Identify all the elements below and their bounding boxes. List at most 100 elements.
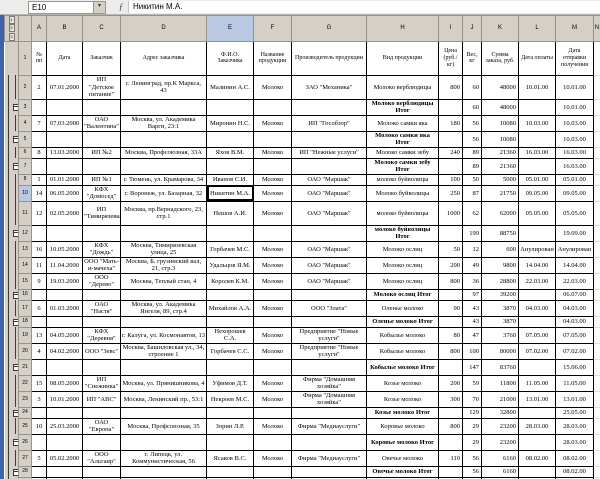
- cell-J20[interactable]: 100: [462, 342, 482, 360]
- cell-B23[interactable]: 10.01.2000: [46, 390, 83, 408]
- cell-A21[interactable]: [31, 358, 47, 376]
- cell-H6[interactable]: Молоко самки зебу: [366, 146, 439, 159]
- cell-C12[interactable]: [82, 224, 121, 242]
- cell-G12[interactable]: [291, 224, 367, 242]
- cell-F17[interactable]: Молоко: [253, 299, 292, 317]
- cell-G13[interactable]: ОАО "Маршак": [291, 240, 367, 258]
- cell-J23[interactable]: 70: [462, 390, 482, 408]
- cell-F15[interactable]: Молоко: [253, 272, 292, 290]
- column-header-E[interactable]: E: [206, 15, 254, 42]
- cell-G17[interactable]: ООО "Злата": [291, 299, 367, 317]
- cell-L3[interactable]: [518, 98, 556, 116]
- selected-cell[interactable]: Никитин М.А.: [206, 184, 254, 202]
- cell-E24[interactable]: [206, 406, 254, 419]
- cell-N23[interactable]: [593, 390, 600, 408]
- cell-M26[interactable]: 28.03.00: [555, 433, 594, 451]
- cell-K6[interactable]: 21360: [481, 146, 519, 159]
- cell-N11[interactable]: [593, 200, 600, 226]
- row-header-28[interactable]: 28: [18, 465, 32, 478]
- cell-N10[interactable]: [593, 184, 600, 202]
- cell-I7[interactable]: [438, 157, 463, 175]
- cell-A3[interactable]: [31, 98, 47, 116]
- cell-L25[interactable]: 28.03.00: [518, 417, 556, 435]
- cell-K24[interactable]: 32800: [481, 406, 519, 419]
- cell-J26[interactable]: 29: [462, 433, 482, 451]
- cell-L11[interactable]: 05.05.00: [518, 200, 556, 226]
- cell-E11[interactable]: Нешов А.И.: [206, 200, 254, 226]
- cell-F27[interactable]: Молоко: [253, 449, 292, 467]
- cell-K2[interactable]: 48000: [481, 74, 519, 100]
- table-column-title-A[interactable]: № пп: [31, 40, 47, 76]
- cell-G6[interactable]: ИП "Нежные услуги": [291, 146, 367, 159]
- cell-N8[interactable]: [593, 173, 600, 186]
- cell-I26[interactable]: [438, 433, 463, 451]
- cell-A5[interactable]: [31, 130, 47, 148]
- cell-K19[interactable]: 3760: [481, 326, 519, 344]
- row-header-4[interactable]: 4: [18, 114, 32, 132]
- cell-F14[interactable]: Молоко: [253, 256, 292, 274]
- cell-B6[interactable]: 13.03.2000: [46, 146, 83, 159]
- cell-M2[interactable]: 10.01.00: [555, 74, 594, 100]
- cell-B14[interactable]: 11.04.2000: [46, 256, 83, 274]
- cell-C5[interactable]: [82, 130, 121, 148]
- cell-L12[interactable]: [518, 224, 556, 242]
- cell-M12[interactable]: 19.09.00: [555, 224, 594, 242]
- cell-M16[interactable]: 06.07.00: [555, 288, 594, 301]
- cell-J25[interactable]: 29: [462, 417, 482, 435]
- cell-I11[interactable]: 1000: [438, 200, 463, 226]
- row-header-25[interactable]: 25: [18, 417, 32, 435]
- cell-D17[interactable]: Москва, ул. Академика Янгеля, 89, стр.4: [120, 299, 207, 317]
- cell-A20[interactable]: 4: [31, 342, 47, 360]
- cell-M28[interactable]: 08.02.00: [555, 465, 594, 478]
- cell-F11[interactable]: Молоко: [253, 200, 292, 226]
- cell-H24[interactable]: Козье молоко Итог: [366, 406, 439, 419]
- row-header-6[interactable]: 6: [18, 146, 32, 159]
- cell-M27[interactable]: 08.02.00: [555, 449, 594, 467]
- row-header-15[interactable]: 15: [18, 272, 32, 290]
- row-header-10[interactable]: 10: [18, 184, 32, 202]
- cell-D20[interactable]: Москва, Башиловская ул., 34, строение 1: [120, 342, 207, 360]
- cell-L7[interactable]: [518, 157, 556, 175]
- cell-K21[interactable]: 83760: [481, 358, 519, 376]
- cell-F25[interactable]: Молоко: [253, 417, 292, 435]
- cell-J6[interactable]: 89: [462, 146, 482, 159]
- cell-K8[interactable]: 5000: [481, 173, 519, 186]
- cell-I15[interactable]: 800: [438, 272, 463, 290]
- cell-H16[interactable]: Молоко ослиц Итог: [366, 288, 439, 301]
- cell-E27[interactable]: Ясаков В.С.: [206, 449, 254, 467]
- cell-B24[interactable]: [46, 406, 83, 419]
- cell-E5[interactable]: [206, 130, 254, 148]
- cell-N14[interactable]: [593, 256, 600, 274]
- cell-C23[interactable]: ИП "АВС": [82, 390, 121, 408]
- cell-A15[interactable]: 9: [31, 272, 47, 290]
- cell-A26[interactable]: [31, 433, 47, 451]
- cell-F7[interactable]: [253, 157, 292, 175]
- cell-N24[interactable]: [593, 406, 600, 419]
- cell-B25[interactable]: 25.03.2000: [46, 417, 83, 435]
- cell-M11[interactable]: 05.05.00: [555, 200, 594, 226]
- cell-N15[interactable]: [593, 272, 600, 290]
- cell-G3[interactable]: [291, 98, 367, 116]
- cell-K14[interactable]: 9800: [481, 256, 519, 274]
- cell-C26[interactable]: [82, 433, 121, 451]
- column-header-D[interactable]: D: [120, 15, 207, 42]
- cell-E22[interactable]: Уфимов Д.Т.: [206, 374, 254, 392]
- cell-K23[interactable]: 21000: [481, 390, 519, 408]
- cell-G23[interactable]: Фирма "Домашняя хозяйка": [291, 390, 367, 408]
- cell-F12[interactable]: [253, 224, 292, 242]
- cell-C21[interactable]: [82, 358, 121, 376]
- cell-L24[interactable]: [518, 406, 556, 419]
- cell-F13[interactable]: Молоко: [253, 240, 292, 258]
- cell-H23[interactable]: Козье молоко: [366, 390, 439, 408]
- column-header-I[interactable]: I: [438, 15, 463, 42]
- cell-C28[interactable]: [82, 465, 121, 478]
- cell-M7[interactable]: 16.03.00: [555, 157, 594, 175]
- cell-G28[interactable]: [291, 465, 367, 478]
- cell-K13[interactable]: 600: [481, 240, 519, 258]
- cell-A22[interactable]: 15: [31, 374, 47, 392]
- cell-G18[interactable]: [291, 315, 367, 328]
- cell-G7[interactable]: [291, 157, 367, 175]
- cell-M13[interactable]: Анулирован: [555, 240, 594, 258]
- cell-C6[interactable]: ИП №2: [82, 146, 121, 159]
- cell-K11[interactable]: 62000: [481, 200, 519, 226]
